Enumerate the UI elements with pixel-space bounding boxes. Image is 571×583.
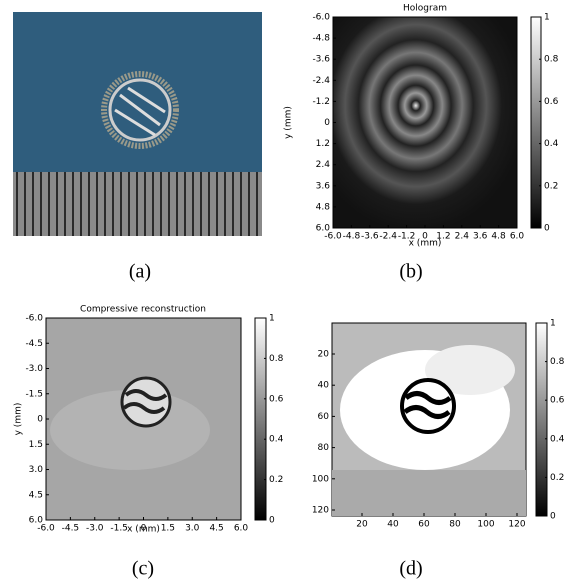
y-tick-label: 1.2 (316, 139, 330, 149)
panel-label: (c) (132, 558, 154, 580)
colorbar-tick-label: 0.8 (544, 55, 559, 65)
x-tick-label: 40 (387, 520, 399, 530)
x-tick-label: -4.5 (62, 524, 80, 534)
y-tick-label: 120 (312, 506, 329, 516)
y-tick-label: -3.6 (312, 55, 330, 65)
y-tick-label: 2.4 (316, 160, 331, 170)
x-tick-label: 2.4 (455, 232, 470, 242)
x-tick-label: -3.6 (361, 232, 379, 242)
colorbar-tick-label: 0.4 (550, 434, 565, 444)
colorbar-tick-label: 0.2 (550, 473, 564, 483)
y-tick-label: 0 (37, 415, 43, 425)
colorbar-tick-label: 0.4 (269, 435, 284, 445)
colorbar-tick-label: 0 (269, 516, 275, 526)
y-tick-label: -6.0 (312, 13, 330, 23)
hologram-image (333, 17, 517, 228)
y-tick-label: -1.2 (312, 97, 330, 107)
panel-title: Hologram (403, 4, 447, 14)
y-tick-label: 6.0 (29, 516, 44, 526)
colorbar-tick-label: 1 (544, 13, 550, 23)
y-tick-label: 80 (318, 443, 330, 453)
x-tick-label: 120 (508, 520, 525, 530)
x-tick-label: 1.2 (436, 232, 450, 242)
y-tick-label: 20 (318, 350, 330, 360)
reconstruction-image (46, 318, 241, 520)
colorbar-tick-label: 0.4 (544, 139, 559, 149)
x-tick-label: -1.5 (110, 524, 128, 534)
x-tick-label: 100 (477, 520, 494, 530)
colorbar-tick-label: 0 (544, 224, 550, 234)
panel-title: Compressive reconstruction (80, 305, 206, 315)
x-tick-label: -1.2 (398, 232, 416, 242)
x-tick-label: 6.0 (234, 524, 249, 534)
colorbar-tick-label: 0.6 (550, 396, 565, 406)
colorbar-tick-label: 0.8 (269, 354, 284, 364)
colorbar-tick-label: 1 (550, 319, 556, 329)
x-tick-label: 80 (449, 520, 461, 530)
y-tick-label: 3.6 (316, 181, 331, 191)
y-tick-label: 0 (324, 118, 330, 128)
x-tick-label: 60 (418, 520, 430, 530)
y-tick-label: 1.5 (29, 440, 43, 450)
colorbar-tick-label: 0.6 (269, 394, 284, 404)
colorbar-tick-label: 0.2 (269, 475, 283, 485)
colorbar-tick-label: 0.2 (544, 181, 558, 191)
y-tick-label: -3.0 (25, 364, 43, 374)
colorbar (531, 17, 541, 228)
panel-label: (b) (399, 261, 422, 283)
panel-label: (d) (399, 558, 422, 580)
y-tick-label: -1.5 (25, 389, 43, 399)
x-tick-label: -4.8 (343, 232, 361, 242)
colorbar-tick-label: 1 (269, 314, 275, 324)
x-tick-label: -3.0 (86, 524, 104, 534)
y-tick-label: 40 (318, 381, 330, 391)
x-tick-label: 4.8 (491, 232, 506, 242)
colorbar-tick-label: 0 (550, 512, 556, 522)
y-tick-label: -4.5 (25, 339, 43, 349)
x-tick-label: 0 (422, 232, 428, 242)
x-tick-label: 3.6 (473, 232, 488, 242)
x-tick-label: 6.0 (510, 232, 525, 242)
y-tick-label: -4.8 (312, 34, 330, 44)
y-tick-label: -2.4 (312, 76, 330, 86)
figure: (a)(b)Hologramx (mm)y (mm)-6.0-4.8-3.6-2… (0, 0, 571, 583)
y-tick-label: 4.5 (29, 490, 43, 500)
x-tick-label: 3.0 (185, 524, 200, 534)
panel-label: (a) (129, 261, 151, 283)
x-tick-label: 20 (356, 520, 368, 530)
colorbar (255, 318, 266, 520)
y-axis-label: y (mm) (284, 106, 294, 139)
colorbar-tick-label: 0.6 (544, 97, 559, 107)
x-tick-label: 0 (141, 524, 147, 534)
colorbar (536, 323, 547, 516)
y-tick-label: 60 (318, 412, 330, 422)
y-tick-label: 100 (312, 474, 329, 484)
y-axis-label: y (mm) (14, 403, 24, 436)
magnitude-image (332, 323, 526, 516)
y-tick-label: 4.8 (316, 202, 331, 212)
x-tick-label: 4.5 (209, 524, 223, 534)
y-tick-label: 6.0 (316, 224, 331, 234)
photo (13, 12, 262, 236)
colorbar-tick-label: 0.8 (550, 357, 565, 367)
x-tick-label: 1.5 (161, 524, 175, 534)
y-tick-label: 3.0 (29, 465, 44, 475)
x-tick-label: -2.4 (379, 232, 397, 242)
y-tick-label: -6.0 (25, 314, 43, 324)
